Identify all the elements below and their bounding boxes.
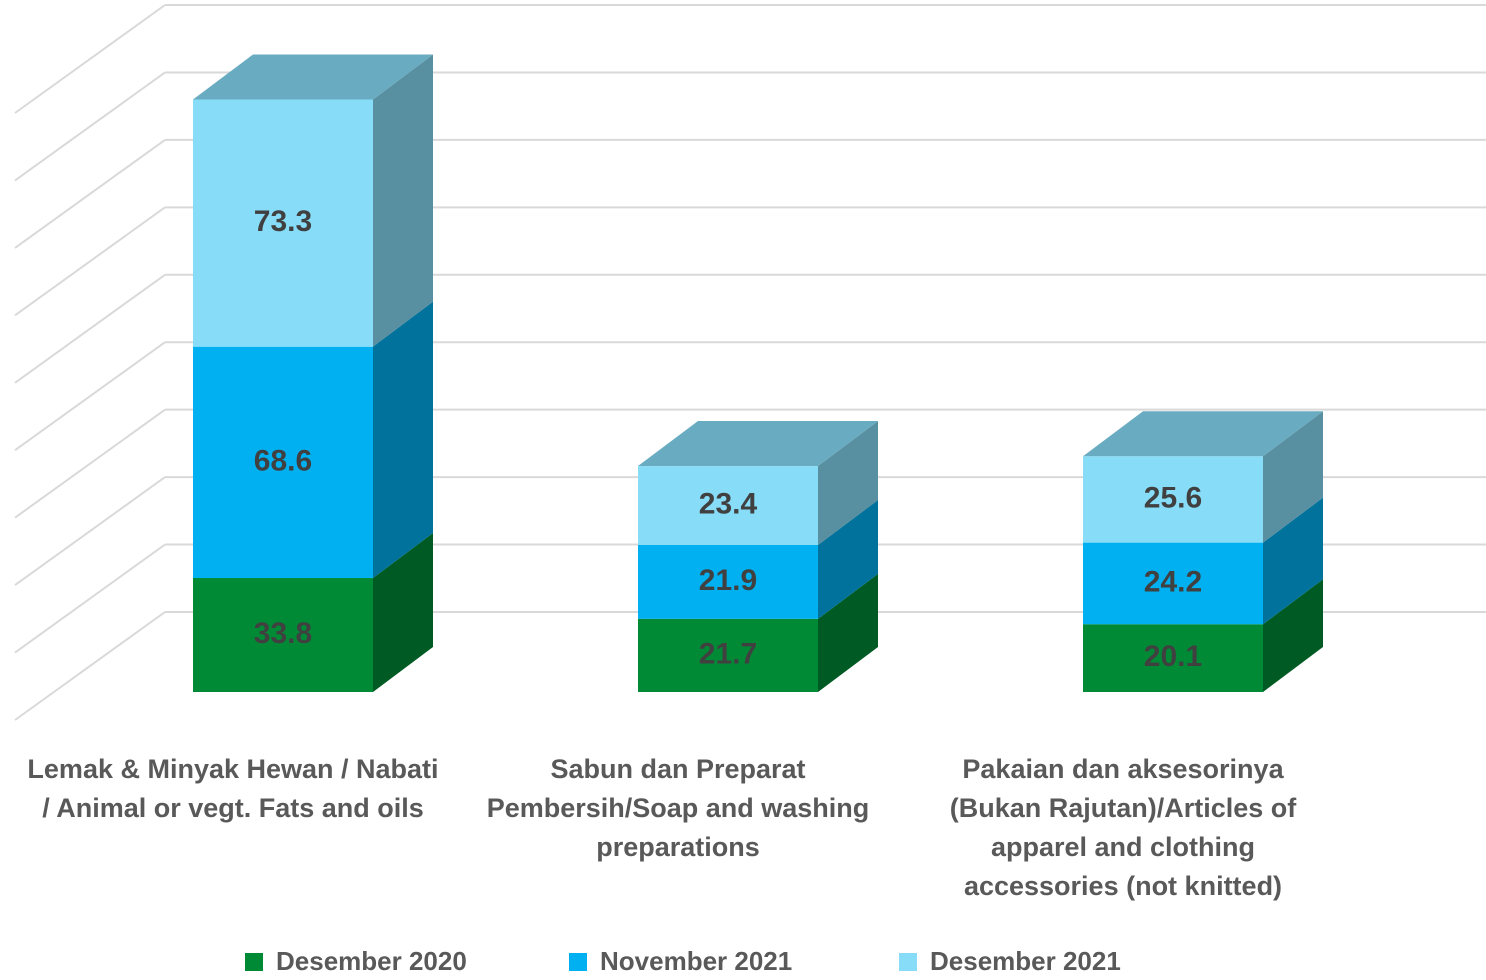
bar-side <box>818 499 878 619</box>
legend-swatch <box>899 953 917 971</box>
bar <box>193 578 373 692</box>
bar <box>1083 456 1263 543</box>
bar-top <box>1083 411 1323 457</box>
value-label: 33.8 <box>254 617 312 650</box>
value-label: 21.7 <box>699 637 757 670</box>
value-label: 25.6 <box>1144 481 1202 514</box>
value-label: 23.4 <box>699 487 758 520</box>
bar-top <box>638 421 878 467</box>
bar <box>638 544 818 619</box>
grid-line-wall <box>14 611 166 721</box>
value-label: 68.6 <box>254 444 312 477</box>
legend-swatch <box>245 953 263 971</box>
bar-side <box>373 533 433 692</box>
value-label: 73.3 <box>254 205 312 238</box>
grid-line-wall <box>14 71 166 182</box>
x-tick-label: Pakaian dan aksesorinya (Bukan Rajutan)/… <box>949 754 1297 901</box>
value-label: 24.2 <box>1144 565 1202 598</box>
bar-side <box>1263 411 1323 543</box>
x-tick-label: Sabun dan Preparat Pembersih/Soap and wa… <box>486 754 870 862</box>
grid-line-wall <box>14 206 166 317</box>
bar-side <box>818 421 878 545</box>
bar-top <box>193 54 433 100</box>
value-label: 21.9 <box>699 564 757 597</box>
legend-label: Desember 2020 <box>276 946 467 976</box>
bar-side <box>1263 497 1323 625</box>
x-tick-label: Lemak & Minyak Hewan / Nabati / Animal o… <box>27 754 439 823</box>
legend-label: Desember 2021 <box>930 946 1121 976</box>
grid-line-wall <box>14 139 166 249</box>
legend-label: November 2021 <box>600 946 792 976</box>
bar <box>1083 542 1263 625</box>
bar <box>638 618 818 692</box>
grid-line-wall <box>14 543 166 654</box>
grid-line-wall <box>14 273 166 384</box>
bar <box>193 346 373 579</box>
legend-swatch <box>569 953 587 971</box>
value-label: 20.1 <box>1144 640 1202 673</box>
bar <box>638 466 818 545</box>
bar-side <box>373 301 433 579</box>
grid-line-wall <box>14 4 166 114</box>
bar-side <box>818 573 878 692</box>
grid-line-wall <box>14 408 166 519</box>
bar <box>1083 624 1263 692</box>
grid-line-wall <box>14 476 166 586</box>
bar-side <box>1263 579 1323 692</box>
bar <box>193 99 373 347</box>
bar-side <box>373 54 433 347</box>
grid-line-wall <box>14 341 166 452</box>
